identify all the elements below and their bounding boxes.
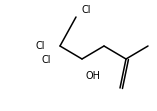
Text: OH: OH — [86, 71, 101, 81]
Text: Cl: Cl — [42, 55, 51, 65]
Text: Cl: Cl — [82, 5, 92, 15]
Text: Cl: Cl — [36, 41, 46, 51]
